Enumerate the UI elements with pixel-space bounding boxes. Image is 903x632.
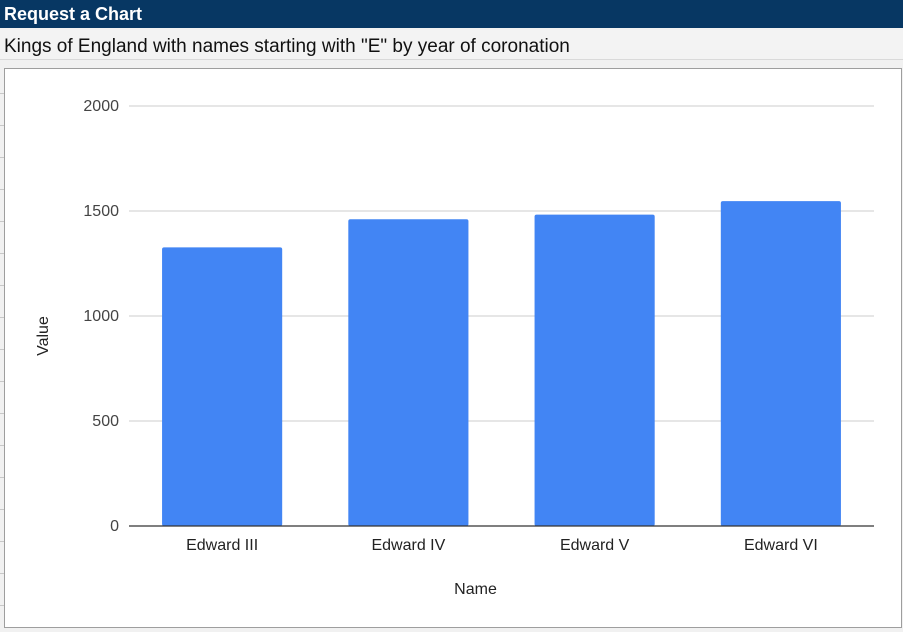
y-tick-label: 1000 bbox=[83, 308, 119, 325]
bars bbox=[162, 201, 841, 526]
x-axis-title: Name bbox=[454, 581, 497, 598]
app-title: Request a Chart bbox=[0, 0, 903, 28]
chart-panel: 0 500 1000 1500 2000 Edward III Edward IV Edwar… bbox=[4, 68, 902, 628]
x-tick-label: Edward IV bbox=[371, 537, 445, 554]
y-tick-label: 1500 bbox=[83, 203, 119, 220]
y-axis-title: Value bbox=[35, 316, 52, 356]
chart-subtitle: Kings of England with names starting wit… bbox=[0, 30, 903, 60]
bar-chart: 0 500 1000 1500 2000 Edward III Edward IV Edwar… bbox=[35, 98, 874, 598]
y-tick-label: 0 bbox=[110, 518, 119, 535]
labels: 0 500 1000 1500 2000 Edward III Edward IV Edwar… bbox=[35, 98, 818, 598]
y-tick-label: 500 bbox=[92, 413, 119, 430]
x-tick-label: Edward III bbox=[186, 537, 258, 554]
sheet-gridlines bbox=[0, 62, 5, 630]
bar-edward-iv[interactable] bbox=[348, 219, 469, 526]
bar-edward-v[interactable] bbox=[534, 214, 655, 526]
y-tick-label: 2000 bbox=[83, 98, 119, 115]
bar-edward-vi[interactable] bbox=[720, 201, 841, 526]
x-tick-label: Edward V bbox=[560, 537, 630, 554]
bar-edward-iii[interactable] bbox=[162, 247, 283, 526]
x-tick-label: Edward VI bbox=[744, 537, 818, 554]
